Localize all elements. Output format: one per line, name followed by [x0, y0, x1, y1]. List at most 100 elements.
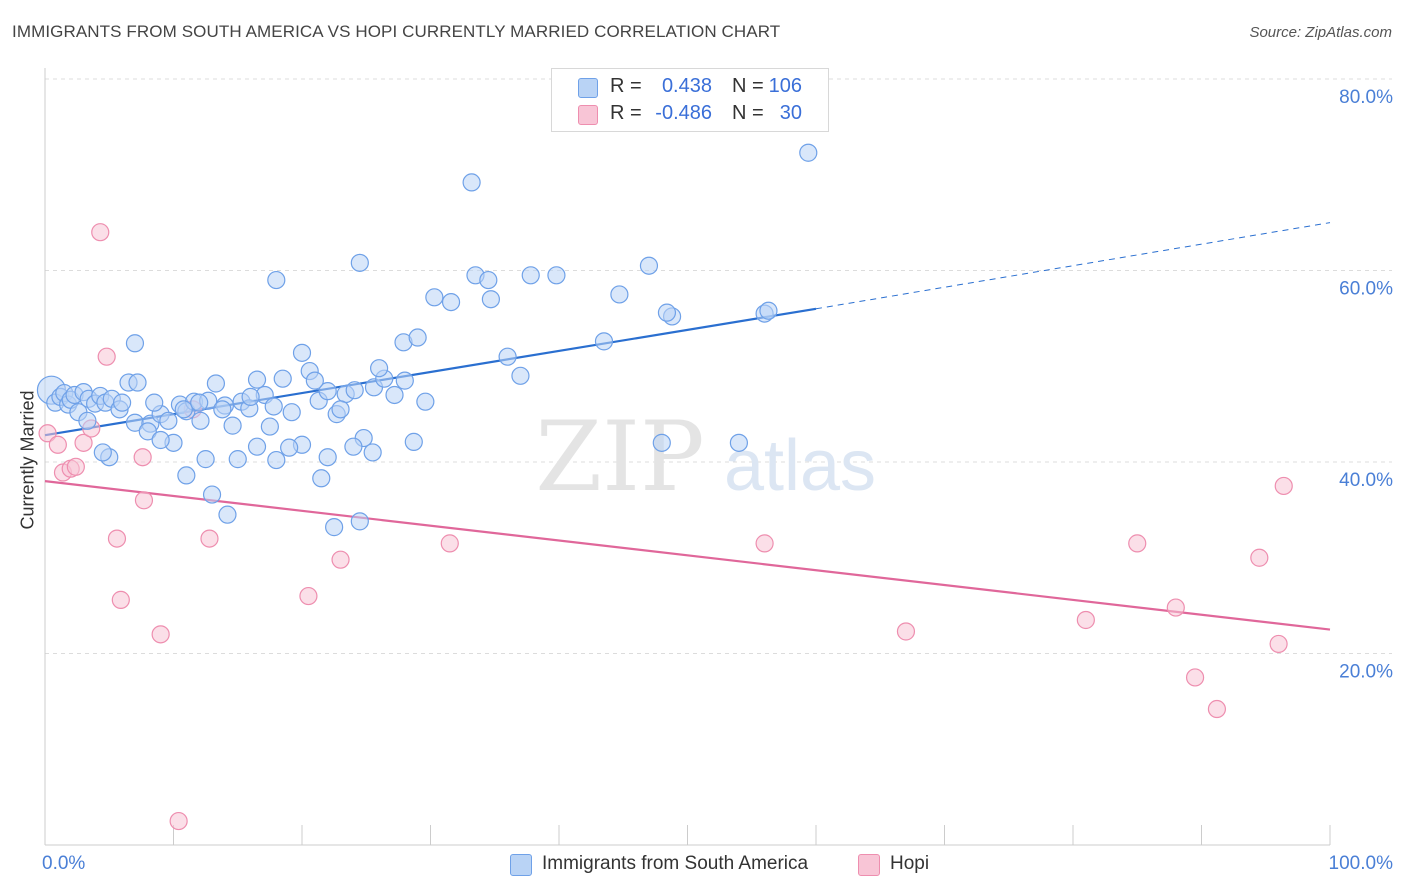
- south-america-point: [112, 393, 132, 412]
- hopi-point: [331, 550, 350, 569]
- south-america-point: [521, 266, 540, 285]
- hopi-point: [1274, 476, 1293, 496]
- legend-swatch-hopi: [858, 854, 880, 876]
- y-tick-label: 80.0%: [1339, 87, 1393, 108]
- hopi-point: [1076, 610, 1095, 630]
- south-america-point: [799, 143, 818, 162]
- south-america-point: [93, 443, 112, 462]
- south-america-point: [292, 343, 312, 362]
- legend-r-label: R =: [610, 102, 642, 124]
- hopi-point: [38, 424, 57, 443]
- south-america-point: [282, 403, 301, 422]
- hopi-point: [97, 347, 116, 366]
- south-america-point: [218, 505, 237, 524]
- hopi-point: [1269, 634, 1288, 654]
- south-america-point: [312, 469, 331, 488]
- hopi-point: [1166, 598, 1185, 617]
- south-america-point: [481, 290, 500, 309]
- legend-swatch-south-america: [578, 78, 598, 98]
- legend-swatch-hopi: [578, 105, 598, 125]
- legend-swatch-south-america: [510, 854, 532, 876]
- legend-row-hopi: R = -0.486 N = 30: [552, 100, 828, 127]
- south-america-point: [128, 373, 147, 392]
- south-america-point: [425, 288, 444, 307]
- hopi-point: [755, 534, 774, 553]
- south-america-point: [547, 266, 566, 285]
- south-america-point: [408, 328, 427, 347]
- south-america-point: [273, 369, 292, 388]
- hopi-point: [1250, 548, 1269, 567]
- south-america-points: [36, 143, 818, 537]
- south-america-point: [78, 411, 97, 430]
- south-america-point: [325, 518, 344, 537]
- legend-n-label: N =: [732, 102, 764, 124]
- south-america-point: [151, 430, 170, 450]
- hopi-point: [91, 223, 110, 242]
- hopi-point: [299, 586, 318, 606]
- hopi-point: [1207, 699, 1227, 719]
- south-america-point: [441, 292, 461, 312]
- south-america-point: [191, 411, 210, 430]
- hopi-point: [134, 491, 154, 510]
- watermark: ZIP atlas: [535, 401, 876, 513]
- south-america-point: [223, 416, 242, 435]
- hopi-point: [111, 590, 130, 609]
- x-tick-label: 100.0%: [1329, 853, 1394, 874]
- hopi-point: [66, 457, 85, 476]
- hopi-point: [48, 435, 67, 454]
- south-america-point: [395, 371, 414, 390]
- south-america-point: [729, 433, 749, 452]
- correlation-legend: R = 0.438 N = 106 R = -0.486 N = 30: [551, 68, 829, 132]
- y-tick-label: 60.0%: [1339, 279, 1393, 300]
- south-america-point: [511, 366, 530, 385]
- legend-label-south-america: Immigrants from South America: [542, 853, 809, 874]
- south-america-trend-extension: [815, 222, 1331, 310]
- grid-lines: [45, 78, 1392, 654]
- south-america-point: [652, 433, 671, 452]
- hopi-point: [169, 811, 188, 831]
- south-america-point: [202, 485, 222, 504]
- south-america-point: [416, 392, 435, 411]
- y-axis-label: Currently Married: [17, 390, 38, 530]
- south-america-point: [370, 359, 389, 378]
- legend-r-value: 0.438: [661, 75, 712, 97]
- south-america-point: [138, 422, 157, 441]
- south-america-point: [145, 393, 164, 412]
- south-america-point: [267, 270, 286, 290]
- south-america-point: [267, 450, 286, 470]
- legend-n-label: N =: [732, 75, 764, 97]
- south-america-point: [196, 450, 215, 469]
- legend-label-hopi: Hopi: [890, 853, 930, 874]
- south-america-point: [247, 437, 267, 456]
- south-america-point: [318, 382, 337, 401]
- legend-n-value: 106: [768, 75, 802, 97]
- south-america-point: [657, 303, 677, 322]
- south-america-point: [498, 347, 517, 366]
- hopi-point: [200, 529, 219, 548]
- south-america-point: [350, 253, 369, 272]
- south-america-point: [331, 400, 350, 419]
- south-america-point: [363, 443, 382, 462]
- south-america-point: [385, 385, 404, 405]
- south-america-point: [639, 256, 659, 275]
- south-america-point: [247, 370, 267, 389]
- south-america-point: [462, 173, 481, 192]
- south-america-point: [318, 448, 337, 467]
- south-america-point: [404, 432, 423, 451]
- watermark-atlas: atlas: [724, 426, 876, 506]
- south-america-point: [350, 512, 369, 531]
- south-america-point: [125, 334, 145, 353]
- hopi-point: [151, 625, 170, 644]
- legend-r-label: R =: [610, 75, 642, 97]
- south-america-point: [241, 387, 260, 406]
- hopi-point: [440, 534, 459, 553]
- legend-n-value: 30: [779, 102, 802, 124]
- y-tick-label: 40.0%: [1339, 470, 1393, 491]
- south-america-point: [206, 374, 226, 393]
- hopi-point: [1185, 668, 1205, 687]
- watermark-zip: ZIP: [535, 401, 704, 513]
- south-america-point: [594, 332, 614, 351]
- chart-title: IMMIGRANTS FROM SOUTH AMERICA VS HOPI CU…: [12, 22, 781, 41]
- series-legend: Immigrants from South America Hopi: [0, 850, 1406, 880]
- hopi-point: [896, 622, 916, 641]
